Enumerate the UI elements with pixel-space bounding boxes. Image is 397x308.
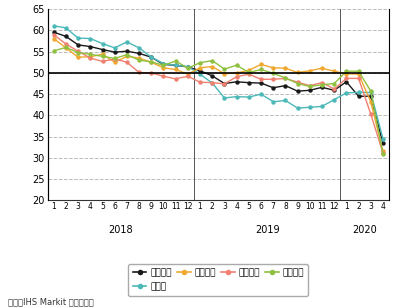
Text: 2019: 2019 bbox=[255, 225, 279, 235]
Text: 2020: 2020 bbox=[352, 225, 377, 235]
Text: 資料：IHS Markit から作成。: 資料：IHS Markit から作成。 bbox=[8, 298, 94, 306]
Legend: ユーロ圏, ドイツ, フランス, イタリア, スペイン: ユーロ圏, ドイツ, フランス, イタリア, スペイン bbox=[128, 264, 308, 296]
Text: 2018: 2018 bbox=[108, 225, 133, 235]
